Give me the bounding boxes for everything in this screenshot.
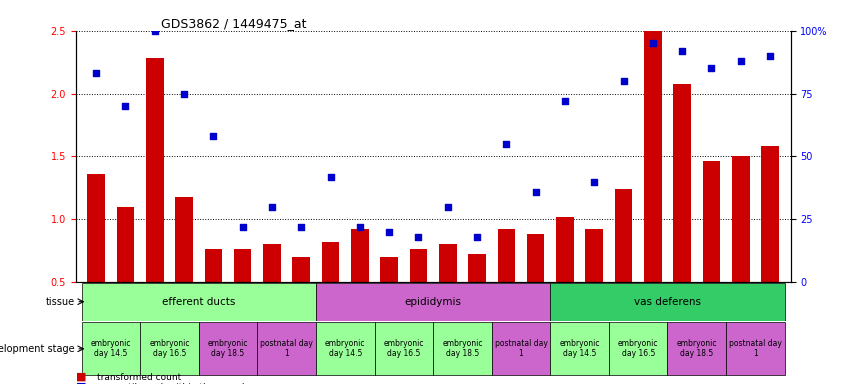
Text: percentile rank within the sample: percentile rank within the sample (97, 383, 250, 384)
FancyBboxPatch shape (316, 323, 374, 375)
Bar (351, 229, 368, 345)
Point (236, 224, 250, 230)
Point (294, 224, 308, 230)
FancyBboxPatch shape (82, 283, 316, 321)
Text: postnatal day
1: postnatal day 1 (495, 339, 547, 358)
Text: embryonic
day 16.5: embryonic day 16.5 (618, 339, 659, 358)
Text: efferent ducts: efferent ducts (162, 297, 235, 307)
Point (412, 234, 426, 240)
FancyBboxPatch shape (198, 323, 257, 375)
Bar (87, 174, 105, 345)
Point (265, 204, 278, 210)
Point (558, 98, 572, 104)
Point (119, 103, 132, 109)
Text: postnatal day
1: postnatal day 1 (729, 339, 782, 358)
Bar (674, 83, 691, 345)
Point (441, 204, 454, 210)
Text: ■: ■ (76, 382, 86, 384)
Bar (234, 249, 251, 345)
FancyBboxPatch shape (668, 323, 726, 375)
Point (89, 70, 103, 76)
Text: vas deferens: vas deferens (634, 297, 701, 307)
Text: development stage: development stage (0, 344, 75, 354)
Bar (644, 31, 662, 345)
Text: postnatal day
1: postnatal day 1 (260, 339, 313, 358)
Point (383, 229, 396, 235)
Point (705, 65, 718, 71)
Text: embryonic
day 14.5: embryonic day 14.5 (559, 339, 600, 358)
FancyBboxPatch shape (492, 323, 550, 375)
Text: GDS3862 / 1449475_at: GDS3862 / 1449475_at (161, 17, 307, 30)
FancyBboxPatch shape (140, 323, 198, 375)
FancyBboxPatch shape (433, 323, 492, 375)
Text: embryonic
day 18.5: embryonic day 18.5 (208, 339, 248, 358)
Bar (526, 234, 544, 345)
Bar (615, 189, 632, 345)
Text: embryonic
day 14.5: embryonic day 14.5 (91, 339, 131, 358)
Bar (117, 207, 135, 345)
Bar (146, 58, 164, 345)
Text: embryonic
day 16.5: embryonic day 16.5 (383, 339, 424, 358)
Bar (556, 217, 574, 345)
Bar (322, 242, 340, 345)
Bar (204, 249, 222, 345)
Bar (410, 249, 427, 345)
Point (353, 224, 367, 230)
FancyBboxPatch shape (374, 323, 433, 375)
Point (207, 133, 220, 139)
Text: transformed count: transformed count (97, 373, 181, 382)
Bar (468, 255, 486, 345)
Point (646, 40, 659, 46)
Bar (439, 244, 457, 345)
FancyBboxPatch shape (550, 323, 609, 375)
Point (177, 91, 191, 97)
FancyBboxPatch shape (257, 323, 316, 375)
Bar (732, 156, 749, 345)
Text: embryonic
day 14.5: embryonic day 14.5 (325, 339, 366, 358)
Bar (702, 161, 720, 345)
Bar (263, 244, 281, 345)
Point (588, 179, 601, 185)
FancyBboxPatch shape (316, 283, 550, 321)
Point (529, 189, 542, 195)
Point (324, 174, 337, 180)
Text: ■: ■ (76, 372, 86, 382)
Point (470, 234, 484, 240)
Text: embryonic
day 18.5: embryonic day 18.5 (442, 339, 483, 358)
FancyBboxPatch shape (550, 283, 785, 321)
Text: tissue: tissue (46, 297, 75, 307)
Point (734, 58, 748, 64)
Point (616, 78, 630, 84)
FancyBboxPatch shape (609, 323, 668, 375)
Bar (498, 229, 516, 345)
Text: embryonic
day 18.5: embryonic day 18.5 (676, 339, 717, 358)
Text: embryonic
day 16.5: embryonic day 16.5 (149, 339, 190, 358)
Text: epididymis: epididymis (405, 297, 462, 307)
Point (764, 53, 777, 59)
FancyBboxPatch shape (82, 323, 140, 375)
Bar (175, 197, 193, 345)
Bar (380, 257, 398, 345)
Point (148, 28, 161, 34)
Point (675, 48, 689, 54)
Point (500, 141, 513, 147)
Bar (585, 229, 603, 345)
Bar (761, 146, 779, 345)
Bar (293, 257, 310, 345)
FancyBboxPatch shape (726, 323, 785, 375)
